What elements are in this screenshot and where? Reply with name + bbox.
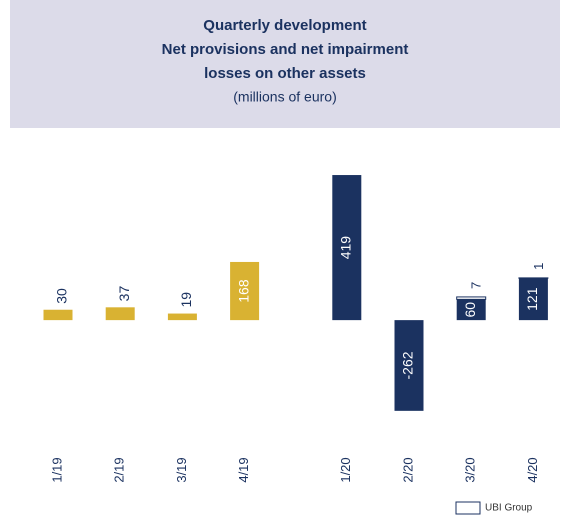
legend-swatch (455, 501, 481, 515)
x-tick-label: 3/19 (174, 457, 189, 482)
data-label: 30 (54, 288, 70, 304)
chart-title: Net provisions and net impairment (162, 41, 409, 58)
data-label: 19 (178, 292, 194, 308)
data-label: -262 (400, 351, 416, 379)
data-label: 37 (116, 286, 132, 302)
data-label: 1 (531, 263, 546, 270)
bar (105, 307, 135, 321)
x-tick-label: 2/19 (112, 457, 127, 482)
data-label: 121 (524, 287, 540, 311)
bar (518, 278, 548, 321)
x-tick-label: 1/19 (49, 457, 64, 482)
title-panel (10, 0, 560, 128)
x-tick-label: 4/20 (525, 457, 540, 482)
x-tick-label: 2/20 (400, 457, 415, 482)
legend-label: UBI Group (485, 503, 533, 514)
bar (394, 320, 424, 411)
chart-title: Quarterly development (203, 17, 366, 34)
bar (456, 299, 486, 321)
bar (167, 313, 197, 321)
x-tick-label: 4/19 (236, 457, 251, 482)
bar (43, 309, 73, 321)
data-label: 419 (338, 236, 354, 260)
bar (456, 296, 487, 300)
data-label: 168 (235, 279, 251, 303)
bar (230, 261, 260, 321)
chart-title: losses on other assets (204, 65, 366, 82)
chart-subtitle: (millions of euro) (233, 89, 336, 105)
x-tick-label: 1/20 (338, 457, 353, 482)
data-label: 60 (462, 302, 478, 318)
bar (332, 175, 362, 321)
x-tick-label: 3/20 (463, 457, 478, 482)
data-label: 7 (469, 282, 484, 289)
